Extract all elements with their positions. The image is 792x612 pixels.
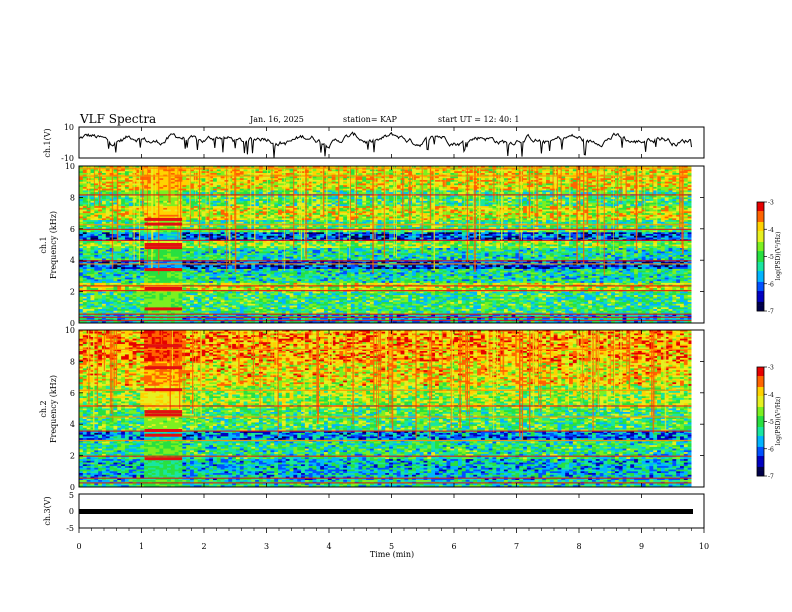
date-label: Jan. 16, 2025 — [249, 115, 304, 124]
ch1-waveform-panel: 10 -10 ch.1(V) — [43, 123, 704, 163]
ch1-xticks — [79, 127, 704, 158]
figure-title: VLF Spectra — [79, 112, 156, 126]
ch1-ylabel: ch.1(V) — [43, 128, 52, 157]
ch1-spectrogram-image — [79, 166, 704, 323]
ch1-ytick-top: 10 — [64, 123, 74, 132]
start-time-label: start UT = 12: 40: 1 — [438, 115, 519, 124]
station-label: station= KAP — [343, 115, 398, 124]
vlf-spectra-figure: VLF Spectra Jan. 16, 2025 station= KAP s… — [0, 0, 792, 612]
ch1-waveform-trace — [79, 132, 692, 157]
ch1-frame — [79, 127, 704, 158]
